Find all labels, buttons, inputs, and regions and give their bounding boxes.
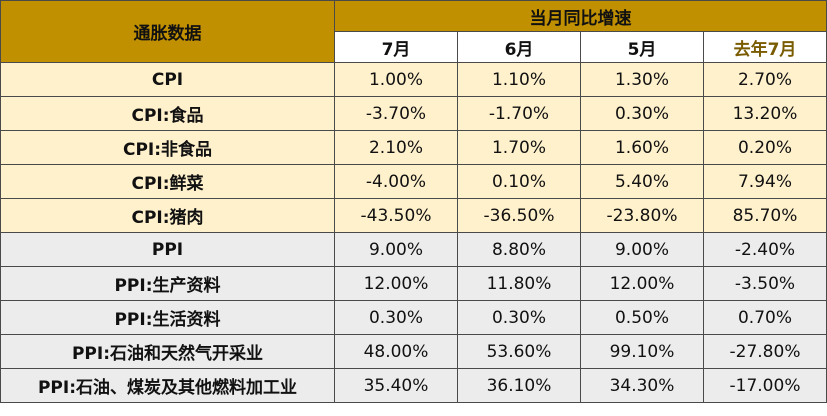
table-cell: 2.10%	[334, 130, 458, 165]
row-label: PPI:石油和天然气开采业	[0, 334, 335, 369]
group-header: 当月同比增速	[334, 0, 827, 32]
table-cell: -23.80%	[580, 198, 704, 233]
table-cell: -3.70%	[334, 96, 458, 131]
table-cell: 7.94%	[703, 164, 827, 199]
table-cell: 0.10%	[457, 164, 581, 199]
table-cell: -4.00%	[334, 164, 458, 199]
table-cell: 0.20%	[703, 130, 827, 165]
table-row: PPI:石油、煤炭及其他燃料加工业 35.40% 36.10% 34.30% -17.0…	[0, 368, 827, 403]
table-cell: -2.40%	[703, 232, 827, 267]
table-cell: 99.10%	[580, 334, 704, 369]
table-cell: 5.40%	[580, 164, 704, 199]
header-row-columns: 7月 6月 5月 去年7月	[1, 31, 827, 63]
row-label: CPI:猪肉	[0, 198, 335, 233]
table-cell: 11.80%	[457, 266, 581, 301]
table-cell: -1.70%	[457, 96, 581, 131]
table-cell: 1.70%	[457, 130, 581, 165]
table-cell: -36.50%	[457, 198, 581, 233]
table-row: CPI:鲜菜 -4.00% 0.10% 5.40% 7.94%	[0, 164, 827, 199]
table-cell: 48.00%	[334, 334, 458, 369]
table-cell: 0.50%	[580, 300, 704, 335]
inflation-table: 通胀数据 当月同比增速 7月 6月 5月 去年7月 CPI 1.00% 1.10% 1…	[0, 0, 827, 403]
table-cell: 12.00%	[334, 266, 458, 301]
column-header-last-year-jul: 去年7月	[703, 31, 827, 63]
table-cell: 35.40%	[334, 368, 458, 403]
table-cell: 53.60%	[457, 334, 581, 369]
column-header-jul: 7月	[334, 31, 458, 63]
row-label: PPI:生产资料	[0, 266, 335, 301]
table-row: PPI 9.00% 8.80% 9.00% -2.40%	[0, 232, 827, 267]
table-cell: 13.20%	[703, 96, 827, 131]
header-row-top: 通胀数据 当月同比增速	[0, 0, 827, 63]
table-cell: 9.00%	[580, 232, 704, 267]
table-row: CPI:非食品 2.10% 1.70% 1.60% 0.20%	[0, 130, 827, 165]
table-cell: 2.70%	[703, 62, 827, 97]
table-cell: 1.30%	[580, 62, 704, 97]
table-cell: 1.00%	[334, 62, 458, 97]
table-row: PPI:生活资料 0.30% 0.30% 0.50% 0.70%	[0, 300, 827, 335]
table-cell: 0.70%	[703, 300, 827, 335]
table-cell: -3.50%	[703, 266, 827, 301]
column-header-may: 5月	[580, 31, 704, 63]
table-row: PPI:生产资料 12.00% 11.80% 12.00% -3.50%	[0, 266, 827, 301]
row-label: PPI:生活资料	[0, 300, 335, 335]
table-cell: 0.30%	[580, 96, 704, 131]
table-cell: 9.00%	[334, 232, 458, 267]
table-cell: -43.50%	[334, 198, 458, 233]
table-cell: 0.30%	[334, 300, 458, 335]
row-label: CPI:鲜菜	[0, 164, 335, 199]
corner-label: 通胀数据	[0, 0, 335, 63]
table-row: PPI:石油和天然气开采业 48.00% 53.60% 99.10% -27.80%	[0, 334, 827, 369]
column-header-jun: 6月	[457, 31, 581, 63]
row-label: CPI:食品	[0, 96, 335, 131]
table-cell: 34.30%	[580, 368, 704, 403]
row-label: PPI:石油、煤炭及其他燃料加工业	[0, 368, 335, 403]
table-row: CPI:猪肉 -43.50% -36.50% -23.80% 85.70%	[0, 198, 827, 233]
table-body: 通胀数据 当月同比增速 7月 6月 5月 去年7月 CPI 1.00% 1.10% 1…	[0, 0, 827, 403]
table-row: CPI 1.00% 1.10% 1.30% 2.70%	[0, 62, 827, 97]
table-cell: -17.00%	[703, 368, 827, 403]
table-cell: 1.60%	[580, 130, 704, 165]
table-row: CPI:食品 -3.70% -1.70% 0.30% 13.20%	[0, 96, 827, 131]
table-cell: 1.10%	[457, 62, 581, 97]
table-cell: 8.80%	[457, 232, 581, 267]
table-cell: 12.00%	[580, 266, 704, 301]
table-cell: 85.70%	[703, 198, 827, 233]
table-cell: -27.80%	[703, 334, 827, 369]
row-label: CPI	[0, 62, 335, 97]
table-cell: 36.10%	[457, 368, 581, 403]
row-label: CPI:非食品	[0, 130, 335, 165]
table-cell: 0.30%	[457, 300, 581, 335]
row-label: PPI	[0, 232, 335, 267]
